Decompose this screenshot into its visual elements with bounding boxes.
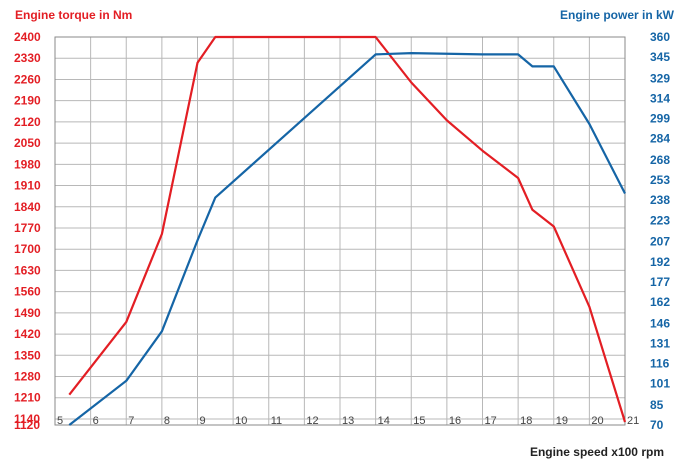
right-tick-label: 253 <box>650 173 670 187</box>
x-tick-label: 15 <box>413 415 425 427</box>
left-tick-label: 1630 <box>14 263 41 277</box>
x-tick-label: 20 <box>591 415 603 427</box>
left-tick-label: 1120 <box>14 418 40 432</box>
right-tick-label: 314 <box>650 92 670 106</box>
left-axis-title: Engine torque in Nm <box>15 8 133 22</box>
right-tick-label: 345 <box>650 50 670 64</box>
left-tick-label: 1280 <box>14 370 41 384</box>
left-tick-label: 1700 <box>14 242 41 256</box>
left-tick-label: 1420 <box>14 327 41 341</box>
left-tick-label: 1980 <box>14 157 41 171</box>
right-tick-label: 268 <box>650 153 670 167</box>
x-tick-label: 16 <box>449 415 461 427</box>
right-tick-label: 162 <box>650 295 670 309</box>
right-tick-label: 146 <box>650 316 670 330</box>
x-tick-label: 8 <box>164 415 170 427</box>
x-tick-label: 11 <box>271 415 282 427</box>
left-tick-label: 1140 <box>14 412 40 426</box>
right-tick-label: 70 <box>650 418 664 432</box>
right-tick-label: 177 <box>650 275 670 289</box>
left-tick-label: 1770 <box>14 221 41 235</box>
x-tick-label: 14 <box>378 415 390 427</box>
left-tick-label: 2330 <box>14 51 41 65</box>
left-tick-label: 1840 <box>14 200 41 214</box>
right-tick-label: 299 <box>650 112 670 126</box>
x-tick-label: 9 <box>200 415 206 427</box>
left-tick-label: 2050 <box>14 136 41 150</box>
right-tick-label: 131 <box>650 336 670 350</box>
left-tick-label: 1350 <box>14 348 41 362</box>
right-axis-title: Engine power in kW <box>559 8 674 22</box>
x-tick-label: 12 <box>306 415 318 427</box>
torque-line <box>68 35 627 423</box>
x-tick-label: 13 <box>342 415 354 427</box>
x-tick-label: 5 <box>57 415 63 427</box>
left-tick-label: 1210 <box>14 391 41 405</box>
x-tick-label: 7 <box>128 415 134 427</box>
left-tick-label: 2120 <box>14 115 41 129</box>
left-tick-label: 2260 <box>14 72 41 86</box>
x-axis-title: Engine speed x100 rpm <box>529 445 664 459</box>
x-tick-label: 6 <box>93 415 99 427</box>
right-tick-label: 360 <box>650 30 670 44</box>
x-tick-label: 10 <box>235 415 247 427</box>
right-tick-label: 116 <box>650 356 670 370</box>
x-tick-label: 19 <box>556 415 568 427</box>
power-line <box>68 51 626 426</box>
right-tick-label: 223 <box>650 213 670 227</box>
right-tick-label: 85 <box>650 398 664 412</box>
x-tick-label: 17 <box>485 415 497 427</box>
left-tick-label: 2190 <box>14 94 41 108</box>
right-tick-label: 329 <box>650 71 670 85</box>
left-tick-label: 1560 <box>14 285 41 299</box>
right-tick-label: 238 <box>650 193 670 207</box>
left-tick-label: 1490 <box>14 306 41 320</box>
right-tick-label: 207 <box>650 235 670 249</box>
left-tick-label: 1910 <box>14 179 41 193</box>
x-tick-label: 18 <box>520 415 532 427</box>
x-tick-label: 21 <box>627 415 639 427</box>
right-tick-label: 284 <box>650 132 670 146</box>
right-tick-label: 192 <box>650 255 670 269</box>
right-tick-label: 101 <box>650 377 670 391</box>
left-tick-label: 2400 <box>14 30 41 44</box>
